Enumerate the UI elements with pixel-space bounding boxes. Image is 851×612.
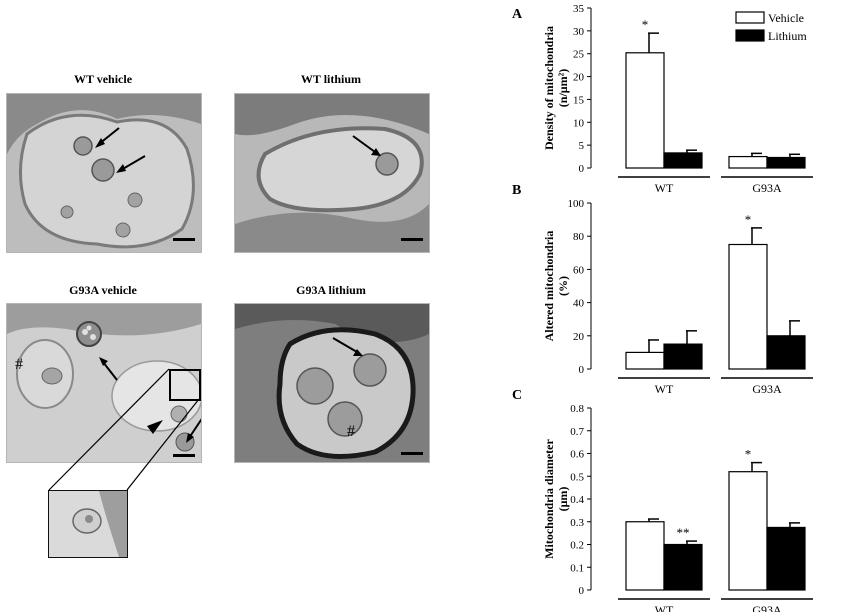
panel-label-c: C bbox=[512, 388, 522, 403]
y-tick-label: 30 bbox=[573, 26, 585, 38]
y-tick-label: 80 bbox=[573, 231, 585, 243]
y-tick-label: 100 bbox=[568, 198, 585, 210]
bar-vehicle-g93a bbox=[728, 243, 768, 370]
x-category-label: G93A bbox=[752, 181, 782, 195]
y-tick-label: 0.6 bbox=[570, 449, 584, 461]
micrograph-label-g93a-vehicle: G93A vehicle bbox=[69, 283, 137, 297]
legend-swatch-vehicle bbox=[735, 11, 765, 24]
bar-vehicle-wt bbox=[625, 52, 665, 169]
y-tick-label: 15 bbox=[573, 94, 585, 106]
legend-swatch-lithium bbox=[735, 29, 765, 42]
y-tick-label: 40 bbox=[573, 298, 585, 310]
panel-label-b: B bbox=[512, 183, 521, 198]
y-tick-label: 0 bbox=[579, 163, 585, 175]
y-axis-label: Mitochondria diameter bbox=[542, 439, 556, 559]
y-tick-label: 60 bbox=[573, 264, 585, 276]
y-axis-label-unit: (n/μm²) bbox=[556, 69, 570, 107]
y-tick-label: 0.3 bbox=[570, 517, 584, 529]
bar-lithium-g93a bbox=[766, 156, 806, 169]
significance-mark: ** bbox=[677, 525, 690, 540]
y-tick-label: 10 bbox=[573, 117, 585, 129]
x-category-label: WT bbox=[655, 382, 674, 396]
bar-vehicle-wt bbox=[625, 521, 665, 591]
zoom-inset bbox=[48, 490, 128, 558]
significance-mark: * bbox=[745, 447, 752, 462]
bar-lithium-g93a bbox=[766, 526, 806, 591]
y-axis-label-unit: (μm) bbox=[556, 487, 570, 512]
bar-lithium-g93a bbox=[766, 335, 806, 370]
legend-label-lithium: Lithium bbox=[768, 29, 807, 43]
micrograph-wt-lithium bbox=[234, 93, 430, 253]
legend-label-vehicle: Vehicle bbox=[768, 11, 804, 25]
y-tick-label: 20 bbox=[573, 72, 585, 84]
micrograph-label-wt-lithium: WT lithium bbox=[300, 72, 362, 86]
bar-vehicle-g93a bbox=[728, 471, 768, 591]
bar-lithium-wt bbox=[663, 343, 703, 370]
y-tick-label: 0 bbox=[579, 585, 585, 597]
bar-vehicle-wt bbox=[625, 351, 665, 370]
hash-mark-g93a-lithium: # bbox=[347, 423, 355, 440]
significance-mark: * bbox=[745, 212, 752, 227]
panel-label-a: A bbox=[512, 7, 523, 22]
significance-mark: * bbox=[642, 17, 649, 32]
y-tick-label: 0.1 bbox=[570, 562, 584, 574]
y-tick-label: 0.8 bbox=[570, 403, 584, 415]
micrograph-wt-vehicle bbox=[6, 93, 202, 253]
x-category-label: G93A bbox=[752, 382, 782, 396]
x-category-label: G93A bbox=[752, 603, 782, 612]
y-tick-label: 35 bbox=[573, 3, 585, 15]
y-tick-label: 20 bbox=[573, 331, 585, 343]
y-tick-label: 5 bbox=[579, 140, 585, 152]
micrograph-label-g93a-lithium: G93A lithium bbox=[296, 283, 366, 297]
y-tick-label: 0.7 bbox=[570, 426, 584, 438]
bar-vehicle-g93a bbox=[728, 155, 768, 169]
micrograph-label-wt-vehicle: WT vehicle bbox=[73, 72, 133, 86]
y-axis-label: Altered mitochondria bbox=[542, 231, 556, 342]
y-tick-label: 0.5 bbox=[570, 471, 584, 483]
y-axis-label-unit: (%) bbox=[556, 276, 570, 296]
y-tick-label: 0 bbox=[579, 364, 585, 376]
y-tick-label: 25 bbox=[573, 49, 585, 61]
x-category-label: WT bbox=[655, 181, 674, 195]
bar-lithium-wt bbox=[663, 543, 703, 591]
y-tick-label: 0.2 bbox=[570, 540, 584, 552]
y-axis-label: Density of mitochondria bbox=[542, 26, 556, 150]
bar-lithium-wt bbox=[663, 152, 703, 169]
hash-mark-g93a-vehicle: # bbox=[15, 356, 23, 373]
micrograph-g93a-lithium: # bbox=[234, 303, 430, 463]
x-category-label: WT bbox=[655, 603, 674, 612]
y-tick-label: 0.4 bbox=[570, 494, 584, 506]
